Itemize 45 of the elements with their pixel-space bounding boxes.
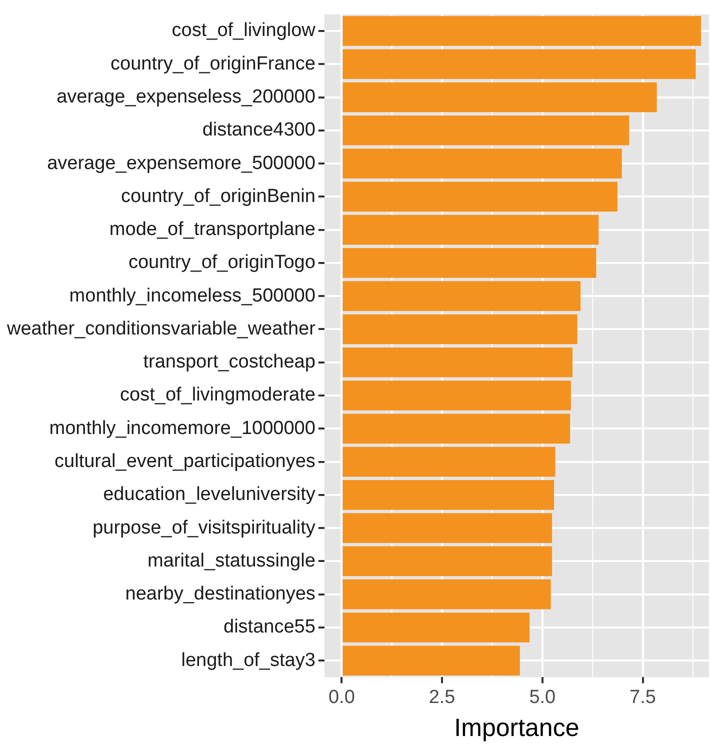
x-tick-label: 7.5: [630, 686, 656, 708]
y-tick-label: cost_of_livingmoderate: [120, 384, 316, 406]
y-tick-label: purpose_of_visitspirituality: [92, 517, 316, 538]
bar: [342, 82, 657, 112]
bar: [342, 248, 596, 278]
y-tick-label: cultural_event_participationyes: [54, 451, 316, 472]
bar: [342, 380, 571, 410]
y-tick-label: transport_costcheap: [143, 352, 316, 373]
y-tick-label: weather_conditionsvariable_weather: [6, 318, 316, 340]
x-tick-label: 5.0: [529, 686, 556, 708]
x-tick-label: 2.5: [428, 686, 456, 708]
y-tick-label: distance4300: [202, 120, 316, 141]
y-tick-label: country_of_originTogo: [128, 252, 316, 274]
bar: [342, 513, 552, 543]
bar: [342, 115, 630, 146]
bar: [342, 579, 551, 610]
bar: [342, 414, 570, 444]
bar: [342, 612, 530, 642]
bar: [342, 214, 599, 245]
y-tick-label: average_expenseless_200000: [56, 86, 316, 108]
y-tick-label: length_of_stay3: [181, 650, 316, 671]
y-tick-label: distance55: [224, 616, 316, 638]
bar: [342, 480, 554, 510]
y-tick-label: education_leveluniversity: [103, 484, 316, 506]
y-tick-label: monthly_incomeless_500000: [69, 285, 316, 306]
bar: [342, 314, 578, 344]
y-tick-label: average_expensemore_500000: [47, 152, 316, 174]
y-tick-label: cost_of_livinglow: [172, 20, 316, 42]
x-axis-title: Importance: [454, 714, 580, 742]
bar: [342, 546, 552, 576]
bar: [342, 281, 581, 312]
y-tick-label: country_of_originBenin: [121, 186, 316, 207]
y-tick-label: nearby_destinationyes: [125, 584, 316, 605]
bar: [342, 646, 520, 676]
y-tick-label: marital_statussingle: [147, 550, 316, 572]
bar: [342, 182, 618, 212]
bar: [342, 49, 696, 80]
bar: [342, 347, 573, 378]
x-tick-label: 0.0: [328, 686, 355, 708]
bar: [342, 16, 701, 46]
y-tick-label: country_of_originFrance: [110, 53, 316, 74]
bar: [342, 148, 622, 178]
bar: [342, 446, 556, 477]
y-tick-label: monthly_incomemore_1000000: [49, 418, 316, 439]
y-tick-label: mode_of_transportplane: [109, 219, 316, 240]
